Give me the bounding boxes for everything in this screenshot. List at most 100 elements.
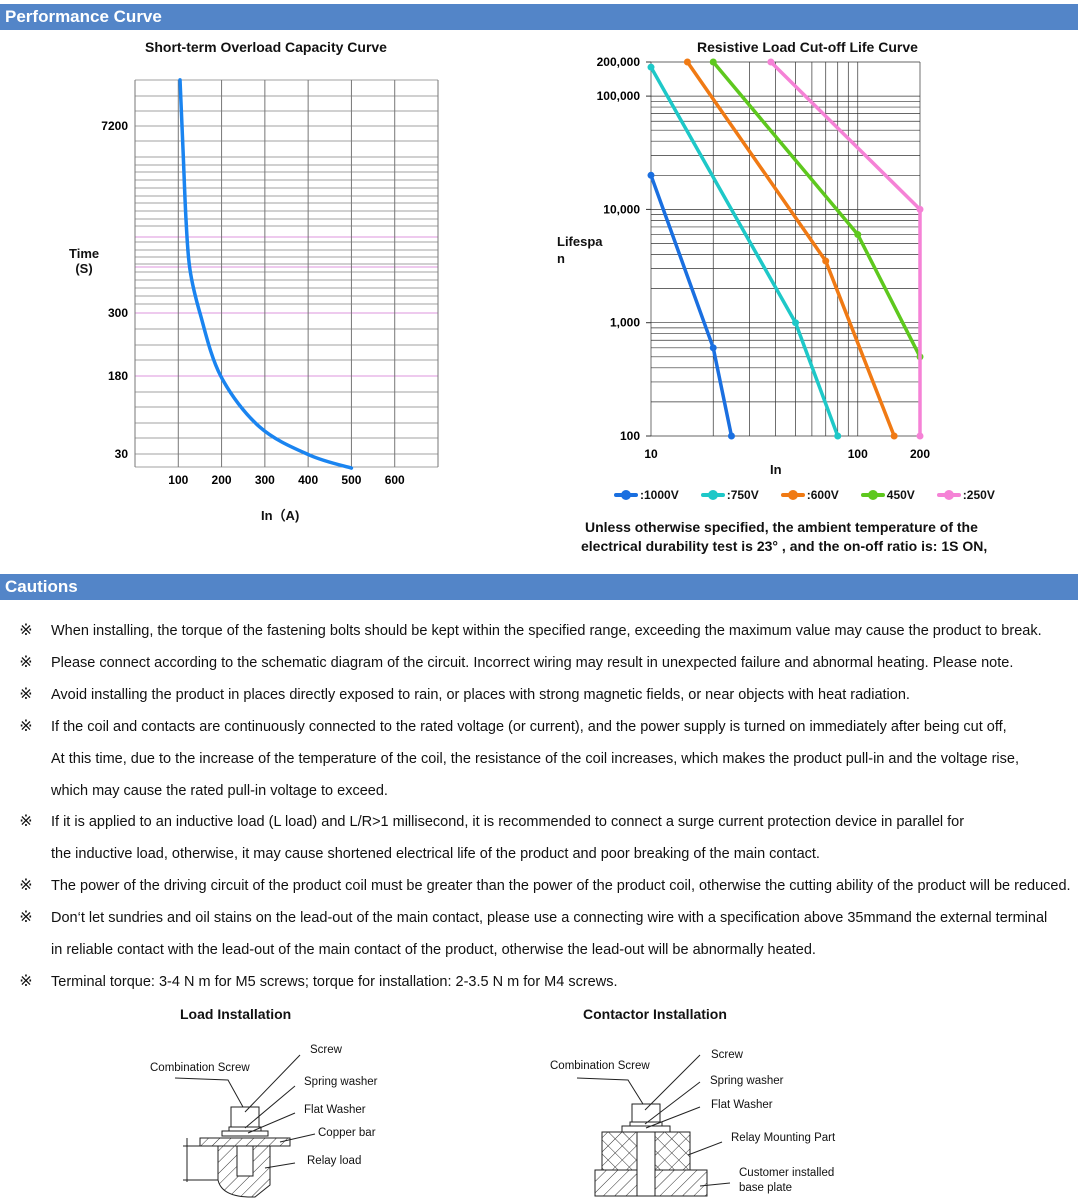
- data-point: [647, 63, 655, 71]
- reference-mark-icon: ※: [19, 877, 33, 895]
- label-spring-washer: Spring washer: [304, 1076, 378, 1088]
- legend-item: :600V: [780, 488, 839, 502]
- reference-mark-icon: ※: [19, 653, 33, 671]
- label-spring-washer: Spring washer: [710, 1075, 784, 1087]
- y-tick-label: 300: [108, 306, 128, 320]
- x-tick-label: 300: [255, 473, 275, 487]
- performance-curve-header: Performance Curve: [0, 4, 1078, 30]
- data-point: [727, 432, 735, 440]
- note-line-1: Unless otherwise specified, the ambient …: [585, 519, 978, 535]
- caution-item: ※ If it is applied to an inductive load (…: [0, 807, 1084, 837]
- caution-text: in reliable contact with the lead-out of…: [51, 942, 816, 958]
- x-tick-label: 600: [385, 473, 405, 487]
- x-tick-label: 10: [644, 447, 658, 461]
- caution-text: If the coil and contacts are continuousl…: [51, 718, 1007, 735]
- y-tick-label: 10,000: [603, 202, 640, 216]
- legend-item: :250V: [936, 488, 995, 502]
- caution-text: Don‘t let sundries and oil stains on the…: [51, 910, 1048, 927]
- label-screw: Screw: [711, 1049, 743, 1061]
- data-point: [822, 257, 830, 265]
- x-tick-label: 200: [212, 473, 232, 487]
- note-line-2: electrical durability test is 23° , and …: [581, 538, 988, 554]
- caution-item: ※ The power of the driving circuit of the…: [0, 871, 1084, 901]
- legend-label: :250V: [962, 488, 995, 502]
- caution-text: Terminal torque: 3-4 N m for M5 screws; …: [51, 973, 618, 990]
- data-point: [854, 231, 862, 239]
- legend-swatch: [860, 490, 885, 500]
- life-y-label: Lifespa n: [557, 233, 603, 267]
- caution-text: The power of the driving circuit of the …: [51, 878, 1071, 895]
- series-line: [769, 60, 922, 436]
- caution-text: When installing, the torque of the faste…: [51, 623, 1042, 639]
- data-point: [834, 432, 842, 440]
- legend-swatch: [780, 490, 805, 500]
- life-x-label: In: [770, 462, 782, 477]
- data-point: [792, 319, 800, 327]
- label-base-plate-1: Customer installed: [739, 1167, 835, 1179]
- data-point: [916, 432, 924, 440]
- legend-label: :750V: [726, 488, 759, 502]
- legend-label: :1000V: [640, 488, 679, 502]
- data-point: [890, 432, 898, 440]
- label-copper-bar: Copper bar: [318, 1127, 376, 1139]
- legend-swatch: [614, 490, 638, 500]
- y-tick-label: 180: [108, 369, 128, 383]
- label-combination-screw: Combination Screw: [150, 1062, 250, 1074]
- y-tick-label: 7200: [101, 119, 128, 133]
- legend-swatch: [700, 490, 725, 500]
- x-tick-label: 500: [341, 473, 361, 487]
- legend-item: :1000V: [614, 488, 679, 502]
- label-base-plate-2: base plate: [739, 1182, 793, 1194]
- label-relay-load: Relay load: [307, 1155, 362, 1167]
- legend-label: :600V: [806, 488, 839, 502]
- contactor-installation-drawing: [576, 1054, 731, 1197]
- y-label-line2: n: [557, 251, 565, 266]
- overload-chart: 100 200 300 400 500 600 7200 300 180 30: [101, 78, 439, 487]
- overload-chart-title: Short-term Overload Capacity Curve: [145, 39, 387, 55]
- life-chart: 200,000 100,000 10,000 1,000 100 10 100 200: [597, 55, 931, 461]
- y-tick-label: 200,000: [597, 55, 641, 69]
- caution-item: ※ Avoid installing the product in places …: [0, 680, 1084, 710]
- data-point: [709, 344, 717, 352]
- label-flat-washer: Flat Washer: [711, 1099, 773, 1111]
- caution-text: which may cause the rated pull-in voltag…: [51, 782, 388, 799]
- caution-text: Please connect according to the schemati…: [51, 654, 1014, 671]
- caution-item: ※ Please connect according to the schemat…: [0, 648, 1084, 678]
- x-tick-label: 400: [298, 473, 318, 487]
- label-screw: Screw: [310, 1044, 342, 1056]
- y-tick-label: 100: [620, 429, 640, 443]
- y-tick-label: 100,000: [597, 89, 641, 103]
- x-tick-label: 100: [848, 447, 868, 461]
- y-label-line1: Time: [69, 246, 100, 261]
- label-flat-washer: Flat Washer: [304, 1104, 366, 1116]
- caution-item: in reliable contact with the lead-out of…: [0, 935, 1084, 965]
- label-combination-screw: Combination Screw: [550, 1060, 650, 1072]
- y-label-line1: Lifespa: [557, 234, 603, 249]
- y-tick-label: 1,000: [610, 316, 640, 330]
- caution-item: the inductive load, otherwise, it may ca…: [0, 839, 1084, 869]
- reference-mark-icon: ※: [19, 685, 33, 703]
- legend-label: 450V: [886, 488, 915, 502]
- caution-text: If it is applied to an inductive load (L…: [51, 814, 965, 831]
- data-point: [683, 58, 691, 66]
- caution-item: which may cause the rated pull-in voltag…: [0, 776, 1084, 806]
- life-chart-legend: :1000V :750V :600V 450V :250V: [614, 488, 995, 502]
- y-label-line2: (S): [75, 261, 93, 276]
- cautions-header: Cautions: [0, 574, 1078, 600]
- load-installation-drawing: [174, 1054, 316, 1198]
- life-chart-title: Resistive Load Cut-off Life Curve: [697, 39, 918, 55]
- x-tick-label: 100: [168, 473, 188, 487]
- overload-y-label: Time (S): [69, 246, 99, 276]
- reference-mark-icon: ※: [19, 717, 33, 735]
- x-tick-label: 200: [910, 447, 930, 461]
- caution-text: At this time, due to the increase of the…: [51, 750, 1019, 767]
- label-relay-mounting-part: Relay Mounting Part: [731, 1132, 836, 1144]
- caution-item: ※ When installing, the torque of the fast…: [0, 616, 1084, 646]
- reference-mark-icon: ※: [19, 813, 33, 831]
- caution-item: ※ If the coil and contacts are continuous…: [0, 712, 1084, 742]
- caution-item: At this time, due to the increase of the…: [0, 744, 1084, 774]
- caution-item: ※ Don‘t let sundries and oil stains on th…: [0, 903, 1084, 933]
- data-point: [647, 171, 655, 179]
- legend-item: :750V: [700, 488, 759, 502]
- overload-x-label: In（A): [261, 508, 300, 523]
